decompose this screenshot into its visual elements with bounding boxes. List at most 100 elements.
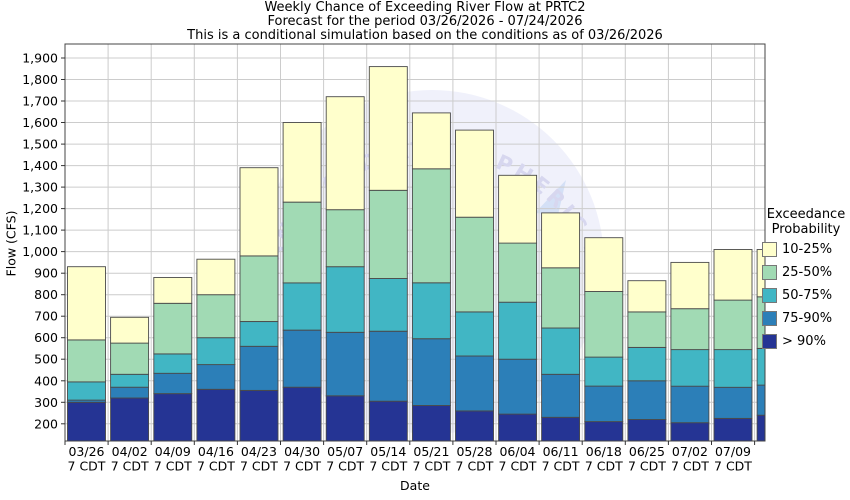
bar-segment: [411, 282, 451, 340]
bar-segment: [110, 397, 150, 441]
bar-segment: [153, 393, 193, 441]
bar-segment: [411, 112, 451, 170]
bar-segment: [756, 414, 765, 441]
y-tick-label: 800: [34, 287, 58, 302]
bar-segment: [368, 330, 408, 402]
bar-segment: [498, 301, 538, 360]
bar-segment: [239, 321, 279, 347]
y-tick-label: 1,400: [22, 158, 58, 173]
bar-04/09: [153, 277, 193, 441]
bar-segment: [756, 249, 765, 298]
bar-segment: [455, 410, 494, 441]
bar-segment: [756, 296, 765, 349]
bar-segment: [713, 386, 753, 419]
bar-segment: [368, 66, 408, 191]
legend-swatch-icon: [762, 334, 777, 349]
bar-segment: [627, 280, 667, 313]
bar-segment: [455, 311, 494, 357]
bar-06/18: [584, 237, 624, 441]
bar-segment: [368, 400, 408, 441]
bar-segment: [67, 381, 106, 401]
y-tick-label: 1,600: [22, 115, 58, 130]
bar-segment: [498, 174, 538, 244]
legend-item: 10-25%: [762, 242, 850, 257]
seagull-icon: [535, 180, 566, 215]
y-tick-label: 500: [34, 352, 58, 367]
legend-swatch-icon: [762, 242, 777, 257]
bar-segment: [239, 255, 279, 322]
x-tick-date: 06/25: [629, 444, 665, 459]
y-tick-label: 1,700: [22, 94, 58, 109]
bar-segment: [110, 342, 150, 375]
bar-segment: [239, 389, 279, 441]
legend-item: 25-50%: [762, 265, 850, 280]
bar-segment: [325, 96, 365, 211]
bar-07/09: [713, 249, 753, 441]
x-tick-date: 04/30: [284, 444, 320, 459]
chart-title: Weekly Chance of Exceeding River Flow at…: [264, 0, 586, 15]
x-tick-date: 05/28: [456, 444, 492, 459]
x-tick-time: 7 CDT: [628, 459, 666, 474]
bar-segment: [627, 346, 667, 382]
bar-segment: [196, 258, 236, 296]
x-tick-date: 04/23: [241, 444, 277, 459]
y-tick-label: 1,800: [22, 72, 58, 87]
x-tick-time: 7 CDT: [456, 459, 494, 474]
bar-segment: [196, 337, 236, 366]
y-tick-label: 400: [34, 373, 58, 388]
bar-07/02: [670, 261, 710, 441]
legend-item: 50-75%: [762, 288, 850, 303]
legend-title-line2: Probability: [771, 222, 841, 237]
bar-05/07: [325, 96, 365, 441]
x-tick-time: 7 CDT: [671, 459, 709, 474]
bar-04/02: [110, 316, 150, 441]
bar-segment: [411, 338, 451, 406]
bar-segment: [541, 373, 581, 418]
y-tick-label: 300: [34, 395, 58, 410]
bar-segment: [110, 386, 150, 399]
x-tick-date: 06/18: [586, 444, 622, 459]
x-tick-date: 06/04: [499, 444, 535, 459]
legend-swatch-icon: [762, 311, 777, 326]
bar-segment: [670, 261, 710, 310]
x-tick-time: 7 CDT: [369, 459, 407, 474]
bar-segment: [455, 129, 494, 218]
bar-segment: [282, 329, 322, 388]
legend-label: > 90%: [782, 334, 826, 349]
bar-segment: [584, 385, 624, 423]
bar-05/14: [368, 66, 408, 441]
bar-segment: [110, 316, 150, 344]
bar-segment: [541, 327, 581, 375]
bar-segment: [541, 416, 581, 441]
bar-segment: [282, 122, 322, 203]
bar-segment: [713, 349, 753, 388]
bar-06/11: [541, 212, 581, 441]
x-tick-time: 7 CDT: [412, 459, 450, 474]
bar-segment: [584, 421, 624, 441]
bar-05/21: [411, 112, 451, 441]
x-tick-time: 7 CDT: [542, 459, 580, 474]
chart-header: Weekly Chance of Exceeding River Flow at…: [0, 1, 850, 43]
x-tick-time: 7 CDT: [585, 459, 623, 474]
x-tick-date: 03/26: [68, 444, 104, 459]
y-tick-label: 1,500: [22, 137, 58, 152]
bar-segment: [110, 373, 150, 388]
x-tick-time: 7 CDT: [154, 459, 192, 474]
x-tick-date: 07/09: [715, 444, 751, 459]
bar-06/25: [627, 280, 667, 441]
legend-label: 75-90%: [782, 311, 833, 326]
bar-segment: [713, 249, 753, 301]
legend-title-line1: Exceedance: [766, 207, 846, 222]
bar-segment: [153, 302, 193, 355]
bar-04/16: [196, 258, 236, 441]
bar-partial: [756, 249, 765, 441]
x-tick-date: 05/14: [370, 444, 406, 459]
bar-segment: [325, 331, 365, 397]
bar-segment: [584, 237, 624, 292]
bar-segment: [627, 311, 667, 348]
x-tick-time: 7 CDT: [240, 459, 278, 474]
x-tick-time: 7 CDT: [111, 459, 149, 474]
x-axis-title: Date: [400, 478, 430, 493]
bar-segment: [670, 349, 710, 387]
